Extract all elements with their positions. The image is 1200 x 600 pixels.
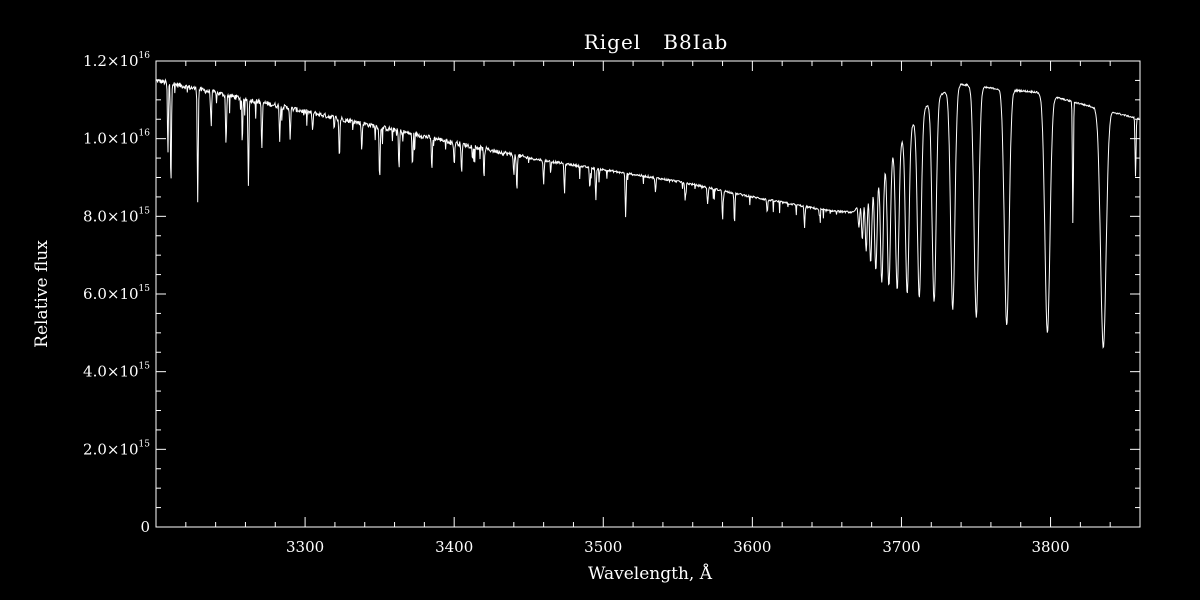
y-tick-label: 8.0×1015 (83, 206, 150, 225)
x-tick-labels: 3300 3400 3500 3600 3700 3800 (286, 538, 1070, 556)
chart-title: Rigel B8Iab (584, 30, 729, 54)
y-tick-label: 4.0×1015 (83, 362, 150, 381)
x-tick-label: 3600 (733, 538, 771, 556)
axis-ticks (156, 60, 1141, 528)
y-tick-label: 6.0×1015 (83, 284, 150, 303)
spectrum-line (155, 78, 1141, 349)
y-axis-label: Relative flux (32, 240, 52, 348)
y-tick-label: 0 (140, 518, 150, 536)
x-tick-label: 3700 (882, 538, 920, 556)
y-tick-labels: 0 2.0×1015 4.0×1015 6.0×1015 8.0×1015 1.0×101… (83, 51, 150, 536)
x-tick-label: 3800 (1031, 538, 1069, 556)
y-tick-label: 1.0×1016 (83, 129, 150, 148)
x-axis-label: Wavelength, Å (588, 563, 713, 584)
y-tick-label: 1.2×1016 (83, 51, 150, 70)
x-tick-label: 3300 (286, 538, 324, 556)
x-tick-label: 3500 (584, 538, 622, 556)
plot-frame (155, 60, 1141, 528)
x-tick-label: 3400 (435, 538, 473, 556)
y-tick-label: 2.0×1015 (83, 439, 150, 458)
